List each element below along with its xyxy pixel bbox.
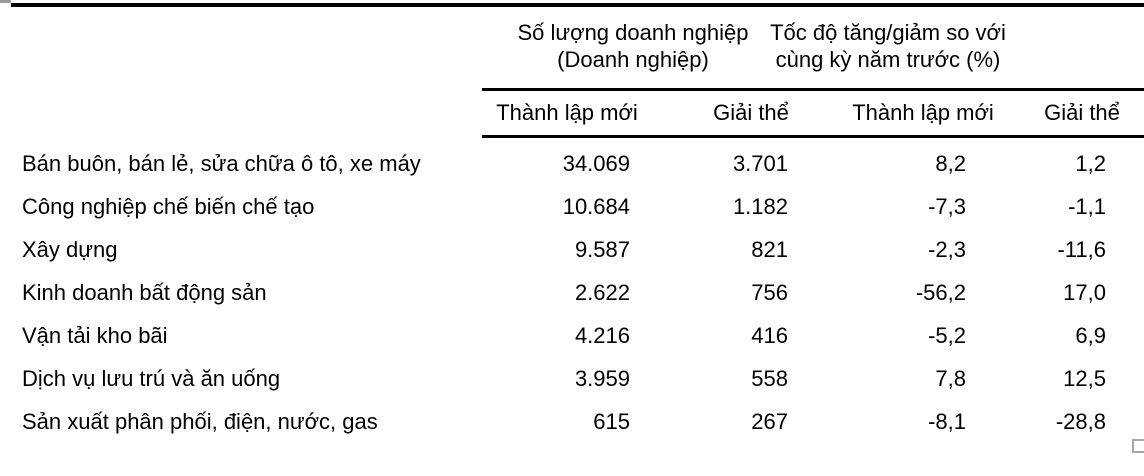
- table-body: Bán buôn, bán lẻ, sửa chữa ô tô, xe máy …: [0, 143, 1144, 443]
- cell-dissolved-count: 1.182: [732, 194, 788, 220]
- cell-dissolved-pct: 6,9: [1075, 323, 1106, 348]
- cell-new-count: 2.622: [574, 280, 630, 306]
- cell-dissolved-pct: -1,1: [1068, 194, 1106, 220]
- table-row: Sản xuất phân phối, điện, nước, gas 615 …: [0, 400, 1144, 443]
- column-header-new-pct: Thành lập mới: [852, 100, 994, 125]
- row-label: Dịch vụ lưu trú và ăn uống: [22, 365, 281, 391]
- cell-new-pct: -56,2: [915, 280, 966, 306]
- cell-new-count: 10.684: [562, 194, 630, 220]
- group-header-line: (Doanh nghiệp): [557, 47, 709, 72]
- group-header-line: Số lượng doanh nghiệp: [517, 20, 749, 45]
- table-row: Công nghiệp chế biến chế tạo 10.684 1.18…: [0, 186, 1144, 229]
- cell-new-count: 34.069: [562, 151, 630, 177]
- cell-dissolved-count: 3.701: [732, 151, 788, 177]
- cell-new-pct: -5,2: [928, 323, 966, 348]
- table-top-rule: [11, 3, 1144, 7]
- table-row: Xây dựng 9.587 821 -2,3 -11,6: [0, 229, 1144, 272]
- table-row: Kinh doanh bất động sản 2.622 756 -56,2 …: [0, 272, 1144, 315]
- cell-new-pct: 7,8: [935, 365, 966, 391]
- group-header-line: Tốc độ tăng/giảm so với: [770, 20, 1006, 45]
- cell-dissolved-pct: -28,8: [1055, 408, 1106, 434]
- row-label: Kinh doanh bất động sản: [22, 280, 267, 306]
- table-row: Vận tải kho bãi 4.216 416 -5,2 6,9: [0, 315, 1144, 358]
- cell-new-count: 9.587: [574, 237, 630, 263]
- row-label: Sản xuất phân phối, điện, nước, gas: [22, 408, 378, 434]
- cell-new-pct: 8,2: [935, 151, 966, 177]
- cell-dissolved-count: 821: [751, 237, 788, 263]
- cell-new-pct: -7,3: [928, 194, 966, 220]
- column-group-header-count: Số lượng doanh nghiệp (Doanh nghiệp): [518, 19, 749, 73]
- cell-dissolved-count: 416: [751, 323, 788, 348]
- row-label: Bán buôn, bán lẻ, sửa chữa ô tô, xe máy: [22, 151, 421, 177]
- cell-dissolved-count: 756: [751, 280, 788, 306]
- cell-new-count: 615: [593, 408, 630, 434]
- column-header-dissolved-pct: Giải thể: [1044, 100, 1120, 125]
- cell-dissolved-count: 267: [751, 408, 788, 434]
- header-divider-rule: [482, 88, 1144, 91]
- column-header-dissolved-count: Giải thể: [713, 100, 789, 125]
- corner-artifact-icon: [1132, 439, 1144, 453]
- cell-new-pct: -2,3: [928, 237, 966, 263]
- cell-dissolved-count: 558: [751, 365, 788, 391]
- column-group-header-growth: Tốc độ tăng/giảm so với cùng kỳ năm trướ…: [770, 19, 1006, 73]
- column-header-new-count: Thành lập mới: [496, 100, 638, 125]
- group-header-line: cùng kỳ năm trước (%): [775, 47, 1001, 72]
- cell-dissolved-pct: 1,2: [1075, 151, 1106, 177]
- cell-dissolved-pct: 17,0: [1063, 280, 1106, 306]
- row-label: Vận tải kho bãi: [22, 323, 168, 348]
- table-row: Bán buôn, bán lẻ, sửa chữa ô tô, xe máy …: [0, 143, 1144, 186]
- row-label: Công nghiệp chế biến chế tạo: [22, 194, 315, 220]
- cell-new-count: 4.216: [574, 323, 630, 348]
- cell-new-count: 3.959: [574, 365, 630, 391]
- cell-dissolved-pct: 12,5: [1063, 365, 1106, 391]
- subheader-divider-rule: [482, 135, 1144, 138]
- cell-dissolved-pct: -11,6: [1057, 237, 1106, 263]
- row-label: Xây dựng: [22, 237, 118, 263]
- table-row: Dịch vụ lưu trú và ăn uống 3.959 558 7,8…: [0, 357, 1144, 400]
- cell-new-pct: -8,1: [928, 408, 966, 434]
- top-left-gray-stub: [0, 0, 11, 3]
